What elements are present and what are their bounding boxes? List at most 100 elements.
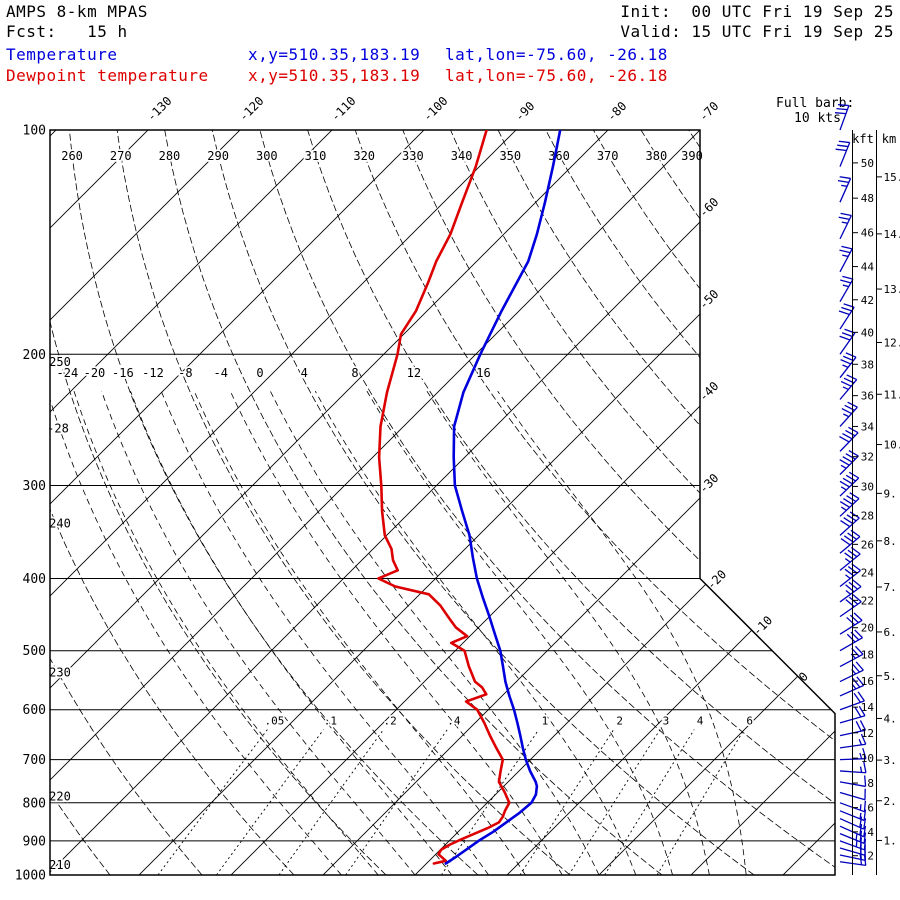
svg-text:28: 28 <box>861 510 874 523</box>
svg-text:260: 260 <box>61 149 83 163</box>
svg-text:310: 310 <box>305 149 327 163</box>
svg-text:5.: 5. <box>884 670 897 683</box>
svg-text:10.: 10. <box>884 439 900 452</box>
temperature-latlon: lat,lon=-75.60, -26.18 <box>445 45 668 64</box>
barb-legend-value: 10 kts <box>794 111 841 126</box>
svg-text:-20: -20 <box>84 366 106 380</box>
svg-text:-20: -20 <box>704 567 729 592</box>
svg-text:11.: 11. <box>884 388 900 401</box>
valid-time: Valid: 15 UTC Fri 19 Sep 25 <box>620 22 894 41</box>
svg-text:7.: 7. <box>884 581 897 594</box>
svg-text:400: 400 <box>23 572 46 587</box>
svg-text:270: 270 <box>110 149 132 163</box>
svg-text:18: 18 <box>861 649 874 662</box>
svg-text:km: km <box>882 132 896 146</box>
svg-text:-16: -16 <box>112 366 134 380</box>
svg-text:-110: -110 <box>328 94 358 124</box>
svg-text:kft: kft <box>852 132 874 146</box>
svg-text:210: 210 <box>49 858 71 872</box>
svg-text:9.: 9. <box>884 487 897 500</box>
svg-text:-8: -8 <box>178 366 192 380</box>
svg-text:-70: -70 <box>696 99 721 124</box>
svg-text:230: 230 <box>49 665 71 679</box>
svg-text:-100: -100 <box>420 94 450 124</box>
svg-text:40: 40 <box>861 326 874 339</box>
svg-text:2.: 2. <box>884 795 897 808</box>
svg-text:240: 240 <box>49 516 71 530</box>
svg-text:-130: -130 <box>144 94 174 124</box>
svg-text:6.: 6. <box>884 626 897 639</box>
svg-text:900: 900 <box>23 834 46 849</box>
dewpoint-latlon: lat,lon=-75.60, -26.18 <box>445 66 668 85</box>
svg-text:600: 600 <box>23 703 46 718</box>
svg-text:14: 14 <box>861 701 875 714</box>
svg-text:4: 4 <box>697 714 704 727</box>
dewpoint-gridpoint: x,y=510.35,183.19 <box>248 66 421 85</box>
svg-text:0: 0 <box>256 366 263 380</box>
svg-text:.1: .1 <box>324 714 337 727</box>
temperature-trace <box>444 130 562 865</box>
svg-text:4.: 4. <box>884 712 897 725</box>
svg-text:290: 290 <box>207 149 229 163</box>
svg-text:360: 360 <box>548 149 570 163</box>
svg-text:36: 36 <box>861 390 874 403</box>
model-title: AMPS 8-km MPAS <box>6 2 148 21</box>
svg-text:280: 280 <box>159 149 181 163</box>
background-lines <box>50 130 835 875</box>
svg-text:1000: 1000 <box>15 869 46 884</box>
svg-text:200: 200 <box>23 348 46 363</box>
svg-text:38: 38 <box>861 358 874 371</box>
temperature-legend-label: Temperature <box>6 45 118 64</box>
svg-text:22: 22 <box>861 594 874 607</box>
svg-text:100: 100 <box>23 124 46 139</box>
svg-text:-80: -80 <box>604 99 629 124</box>
forecast-hour: Fcst: 15 h <box>6 22 128 41</box>
svg-text:1: 1 <box>542 714 549 727</box>
svg-text:44: 44 <box>861 261 875 274</box>
svg-text:-90: -90 <box>512 99 537 124</box>
svg-text:30: 30 <box>861 480 874 493</box>
svg-text:12: 12 <box>861 727 874 740</box>
svg-text:-12: -12 <box>142 366 164 380</box>
svg-text:340: 340 <box>451 149 473 163</box>
svg-text:16: 16 <box>861 675 874 688</box>
svg-text:-120: -120 <box>236 94 266 124</box>
svg-text:8: 8 <box>867 777 874 790</box>
svg-text:6: 6 <box>867 802 874 815</box>
svg-text:13.: 13. <box>884 283 900 296</box>
svg-text:10: 10 <box>861 752 874 765</box>
svg-text:330: 330 <box>402 149 424 163</box>
svg-text:-28: -28 <box>47 422 69 436</box>
dewpoint-trace <box>377 130 511 865</box>
svg-text:1.: 1. <box>884 834 897 847</box>
svg-text:500: 500 <box>23 644 46 659</box>
svg-text:320: 320 <box>353 149 375 163</box>
temperature-gridpoint: x,y=510.35,183.19 <box>248 45 421 64</box>
svg-text:46: 46 <box>861 227 874 240</box>
svg-text:250: 250 <box>49 355 71 369</box>
svg-text:24: 24 <box>861 567 875 580</box>
svg-text:-24: -24 <box>57 366 79 380</box>
svg-text:16: 16 <box>476 366 490 380</box>
svg-text:.4: .4 <box>447 714 461 727</box>
svg-text:6: 6 <box>746 714 753 727</box>
svg-text:32: 32 <box>861 451 874 464</box>
init-time: Init: 00 UTC Fri 19 Sep 25 <box>620 2 894 21</box>
svg-text:4: 4 <box>301 366 308 380</box>
dewpoint-legend-label: Dewpoint temperature <box>6 66 209 85</box>
svg-text:48: 48 <box>861 192 874 205</box>
svg-text:220: 220 <box>49 790 71 804</box>
svg-text:20: 20 <box>861 622 874 635</box>
svg-text:2: 2 <box>616 714 623 727</box>
svg-text:700: 700 <box>23 753 46 768</box>
svg-text:300: 300 <box>256 149 278 163</box>
svg-text:42: 42 <box>861 294 874 307</box>
svg-text:4: 4 <box>867 826 874 839</box>
svg-text:-10: -10 <box>750 613 775 638</box>
barb-legend-title: Full barb: <box>776 96 855 111</box>
svg-text:15.: 15. <box>884 171 900 184</box>
svg-text:8.: 8. <box>884 535 897 548</box>
svg-text:12.: 12. <box>884 336 900 349</box>
